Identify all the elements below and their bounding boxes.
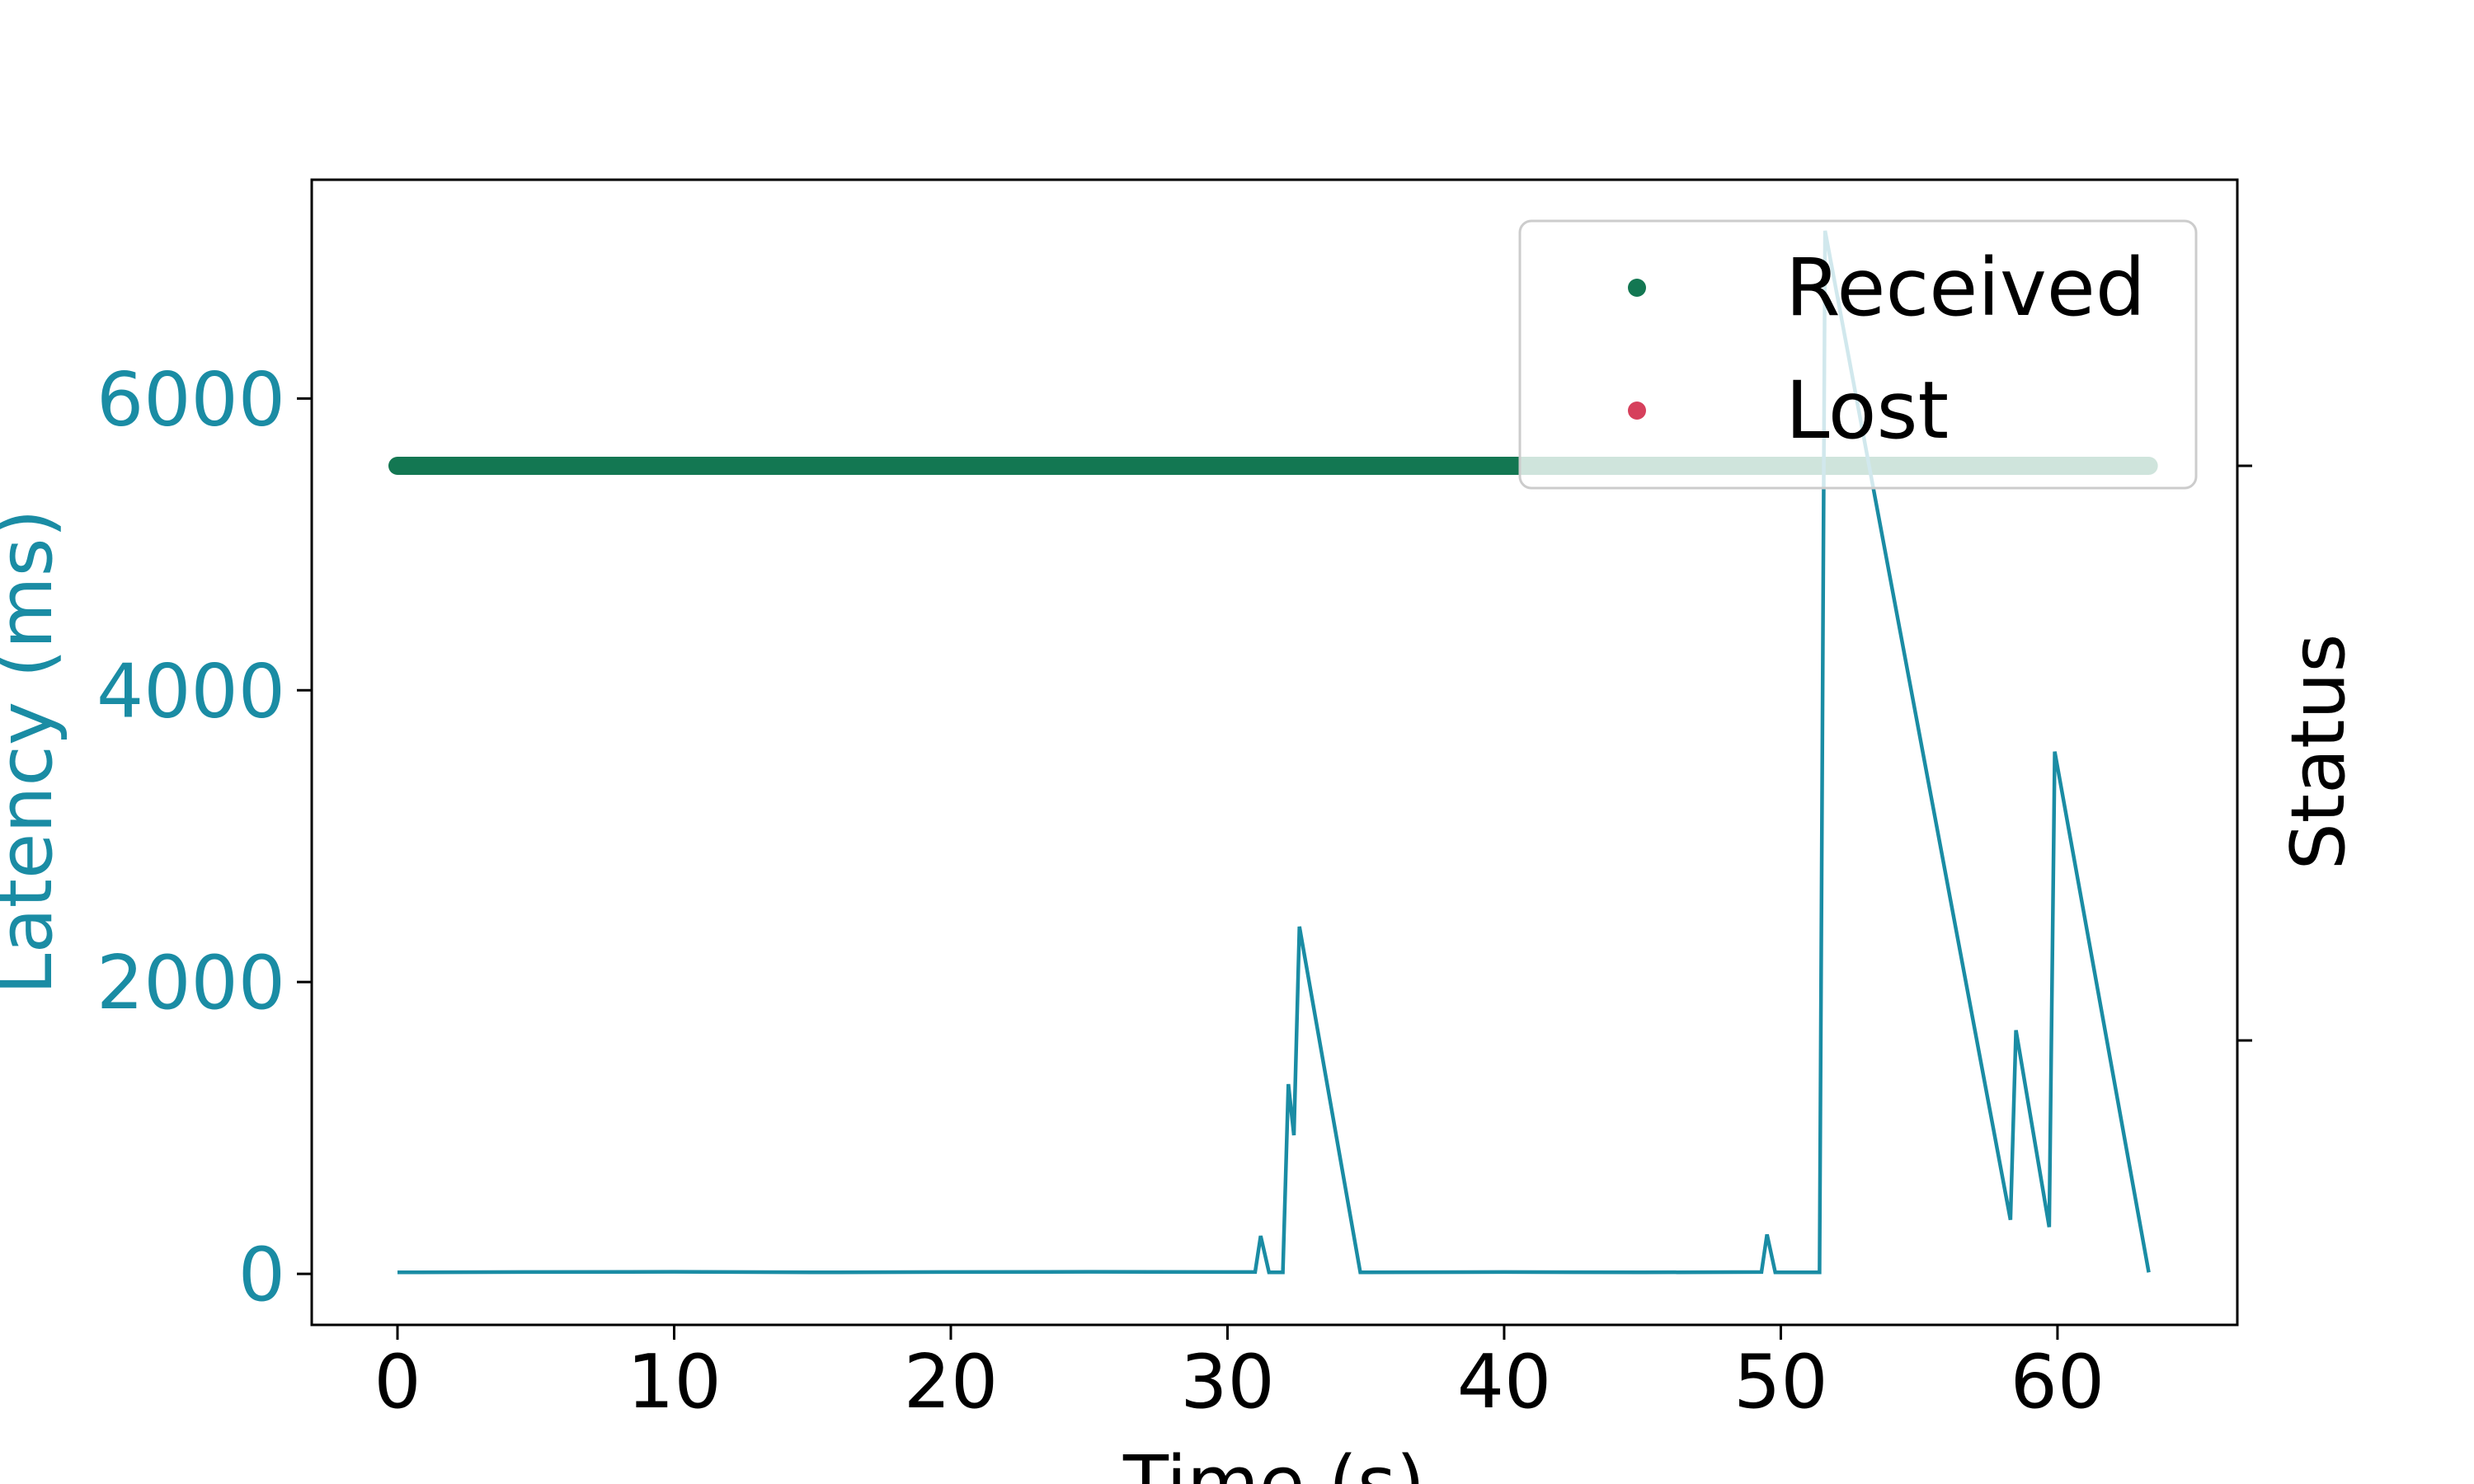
- x-tick-label: 40: [1457, 1339, 1552, 1425]
- y-axis-title: Latency (ms): [0, 509, 69, 994]
- y-tick-label: 6000: [96, 356, 285, 443]
- legend-label-received: Received: [1785, 242, 2146, 334]
- y-axis-left: 0 2000 4000 6000: [96, 356, 312, 1318]
- legend-marker-lost: [1628, 402, 1646, 420]
- y-tick-label: 4000: [96, 648, 285, 735]
- y-tick-label: 0: [238, 1232, 285, 1318]
- y2-axis-title: Status: [2275, 634, 2362, 871]
- legend-label-lost: Lost: [1785, 364, 1949, 457]
- x-tick-label: 50: [1733, 1339, 1828, 1425]
- x-tick-label: 0: [374, 1339, 421, 1425]
- x-tick-label: 60: [2011, 1339, 2105, 1425]
- legend: Received Lost: [1518, 219, 2198, 490]
- x-axis-title: Time (s): [1122, 1440, 1425, 1484]
- x-tick-label: 20: [904, 1339, 999, 1425]
- x-tick-label: 30: [1180, 1339, 1275, 1425]
- y-tick-label: 2000: [96, 940, 285, 1026]
- legend-box: [1518, 219, 2198, 490]
- x-tick-label: 10: [627, 1339, 722, 1425]
- plot-frame: [310, 178, 2239, 1327]
- legend-marker-received: [1628, 279, 1646, 297]
- y-axis-right: [2237, 464, 2252, 1042]
- x-axis: 0 10 20 30 40 50 60: [374, 1325, 2105, 1425]
